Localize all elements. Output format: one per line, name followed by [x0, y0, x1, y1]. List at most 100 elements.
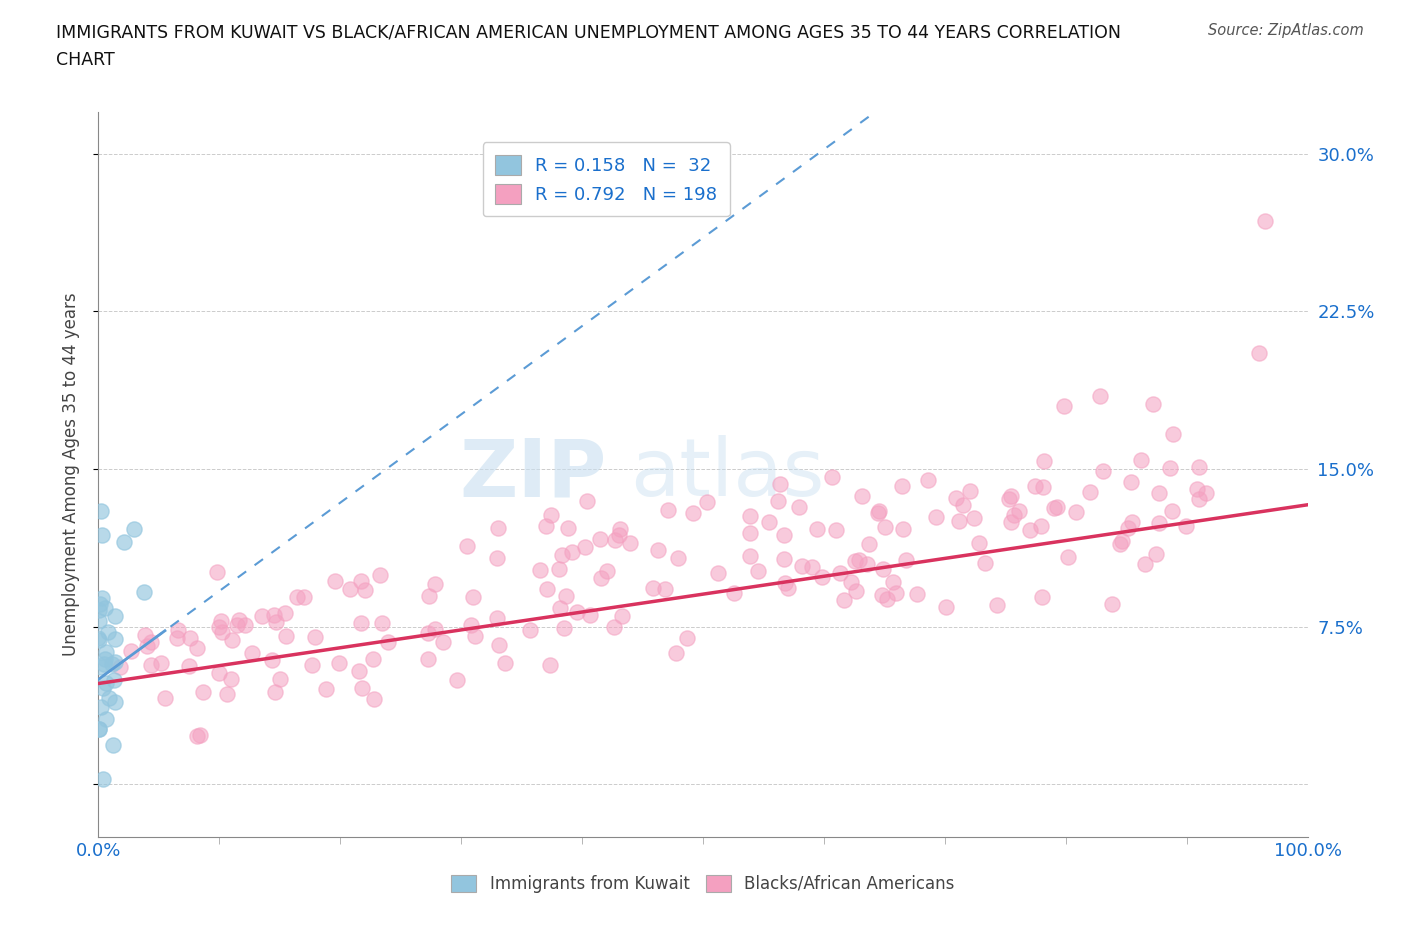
Point — [603, 619, 626, 634]
Point — [1031, 519, 1053, 534]
Point — [851, 488, 873, 503]
Point — [792, 558, 814, 573]
Point — [423, 576, 446, 591]
Point — [610, 608, 633, 623]
Point — [801, 560, 824, 575]
Point — [641, 580, 664, 595]
Point — [363, 692, 385, 707]
Point — [682, 506, 704, 521]
Point — [574, 539, 596, 554]
Point — [90, 659, 112, 674]
Point — [596, 564, 619, 578]
Point — [101, 737, 124, 752]
Point — [738, 508, 761, 523]
Point — [488, 521, 510, 536]
Point — [963, 511, 986, 525]
Point — [240, 646, 263, 661]
Point — [139, 634, 162, 649]
Point — [87, 631, 110, 645]
Point — [848, 552, 870, 567]
Point — [917, 472, 939, 487]
Text: IMMIGRANTS FROM KUWAIT VS BLACK/AFRICAN AMERICAN UNEMPLOYMENT AMONG AGES 35 TO 4: IMMIGRANTS FROM KUWAIT VS BLACK/AFRICAN … — [56, 23, 1121, 41]
Point — [89, 597, 111, 612]
Point — [548, 562, 571, 577]
Point — [696, 495, 718, 510]
Point — [1161, 504, 1184, 519]
Point — [723, 586, 745, 601]
Point — [665, 645, 688, 660]
Point — [418, 626, 440, 641]
Point — [352, 680, 374, 695]
Point — [416, 652, 439, 667]
Point — [423, 622, 446, 637]
Point — [186, 728, 208, 743]
Point — [576, 494, 599, 509]
Point — [252, 608, 274, 623]
Point — [769, 477, 792, 492]
Point — [339, 581, 361, 596]
Point — [89, 722, 111, 737]
Point — [179, 658, 201, 673]
Point — [519, 623, 541, 638]
Point — [418, 589, 440, 604]
Point — [773, 552, 796, 567]
Point — [1130, 452, 1153, 467]
Point — [350, 616, 373, 631]
Point — [104, 695, 127, 710]
Point — [747, 564, 769, 578]
Point — [104, 608, 127, 623]
Point — [1033, 454, 1056, 469]
Point — [1000, 489, 1022, 504]
Point — [828, 565, 851, 580]
Point — [536, 518, 558, 533]
Point — [167, 623, 190, 638]
Point — [1142, 396, 1164, 411]
Text: ZIP: ZIP — [458, 435, 606, 513]
Point — [97, 624, 120, 639]
Point — [884, 585, 907, 600]
Point — [1008, 503, 1031, 518]
Point — [1091, 463, 1114, 478]
Point — [529, 563, 551, 578]
Point — [304, 630, 326, 644]
Point — [98, 691, 121, 706]
Point — [132, 584, 155, 599]
Point — [136, 638, 159, 653]
Point — [1080, 485, 1102, 499]
Point — [104, 632, 127, 647]
Point — [1188, 492, 1211, 507]
Point — [905, 586, 928, 601]
Point — [707, 565, 730, 580]
Point — [967, 536, 990, 551]
Point — [778, 580, 800, 595]
Point — [666, 551, 689, 565]
Point — [464, 629, 486, 644]
Point — [773, 576, 796, 591]
Point — [211, 625, 233, 640]
Point — [952, 498, 974, 512]
Point — [890, 479, 912, 494]
Point — [873, 519, 896, 534]
Point — [263, 684, 285, 699]
Point — [787, 499, 810, 514]
Point — [948, 514, 970, 529]
Point — [609, 527, 631, 542]
Point — [647, 542, 669, 557]
Text: CHART: CHART — [56, 51, 115, 69]
Point — [225, 618, 247, 632]
Point — [488, 637, 510, 652]
Point — [1066, 504, 1088, 519]
Point — [1195, 485, 1218, 500]
Point — [205, 565, 228, 579]
Point — [579, 607, 602, 622]
Point — [1090, 389, 1112, 404]
Point — [998, 492, 1021, 507]
Point — [122, 522, 145, 537]
Point — [432, 634, 454, 649]
Point — [456, 538, 478, 553]
Point — [494, 655, 516, 670]
Point — [1032, 479, 1054, 494]
Point — [315, 682, 337, 697]
Point — [1000, 515, 1022, 530]
Point — [1188, 459, 1211, 474]
